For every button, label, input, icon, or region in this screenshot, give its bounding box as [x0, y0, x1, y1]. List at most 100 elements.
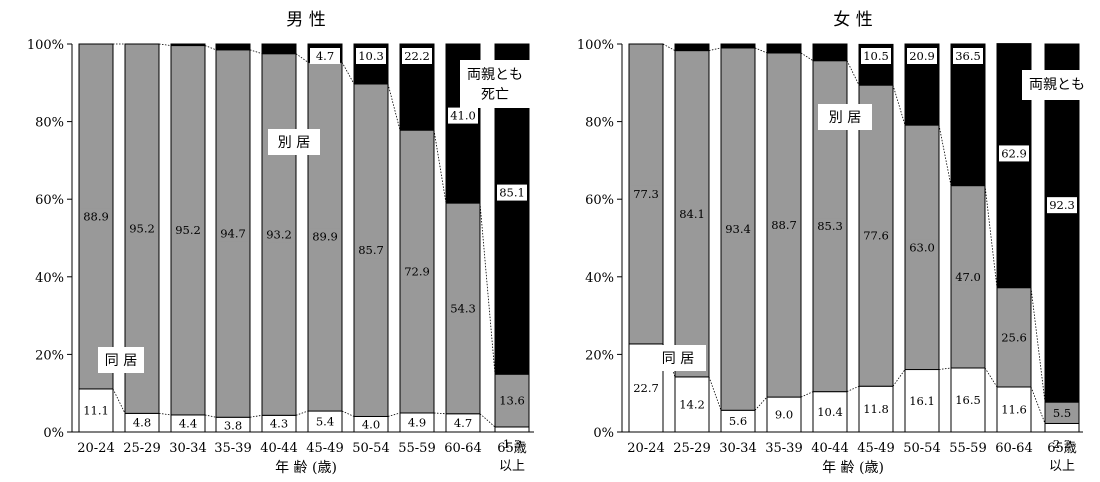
- value-label-bg: [907, 48, 937, 64]
- value-label-bg: [815, 218, 845, 235]
- bar-segment-same: [494, 426, 530, 433]
- value-label-dead: 10.5: [863, 49, 889, 63]
- value-label-same: 4.8: [133, 416, 151, 430]
- connector-line: [984, 367, 998, 388]
- value-label-sep: 72.9: [404, 265, 430, 279]
- bar-segment-dead: [720, 43, 756, 49]
- connector-line: [479, 203, 496, 375]
- value-label-same: 9.0: [775, 408, 793, 422]
- value-label-same: 1.3: [503, 437, 521, 451]
- region-label-sep: 別 居: [278, 135, 310, 151]
- connector-line: [295, 53, 309, 63]
- chart-title: 女 性: [833, 10, 872, 30]
- connector-line: [1030, 386, 1046, 424]
- y-tick-label: 40%: [585, 271, 614, 286]
- x-tick-label: 35-39: [765, 441, 802, 456]
- bar-segment-dead: [1044, 43, 1080, 403]
- bar-segment-same: [950, 367, 986, 433]
- y-tick-label: 20%: [585, 348, 614, 363]
- x-tick-label: 25-29: [123, 441, 160, 456]
- connector-line: [433, 130, 447, 204]
- value-label-bg: [448, 300, 478, 317]
- bar-segment-dead: [996, 43, 1032, 289]
- y-tick-label: 0%: [593, 426, 614, 441]
- x-tick-label: 55-59: [398, 441, 435, 456]
- x-tick-label: 60-64: [444, 441, 481, 456]
- x-tick-label: 55-59: [949, 441, 986, 456]
- bar-segment-dead: [674, 43, 710, 52]
- value-label-bg: [907, 239, 937, 256]
- value-label-bg: [677, 205, 707, 222]
- connector-line: [846, 60, 860, 86]
- value-label-bg: [81, 208, 111, 225]
- y-tick-label: 40%: [35, 271, 64, 286]
- x-tick-label-line2: 以上: [1049, 459, 1075, 474]
- value-label-bg: [953, 48, 983, 64]
- x-axis-title: 年 齢 (歳): [822, 460, 884, 476]
- value-label-same: 11.8: [863, 402, 889, 416]
- value-label-bg: [356, 48, 386, 64]
- x-tick-label: 25-29: [673, 441, 710, 456]
- x-tick-label: 40-44: [260, 441, 297, 456]
- x-tick-label: 30-34: [169, 441, 206, 456]
- value-label-dead: 4.7: [316, 49, 334, 63]
- value-label-same: 16.1: [909, 394, 935, 408]
- value-label-bg: [631, 185, 661, 202]
- x-tick-label: 50-54: [903, 441, 940, 456]
- connector-line: [249, 414, 263, 418]
- connector-line: [341, 410, 355, 417]
- x-tick-label-line2: 以上: [499, 459, 525, 474]
- region-label-same: 同 居: [105, 353, 137, 369]
- value-label-sep: 5.5: [1053, 406, 1071, 420]
- y-tick-label: 20%: [35, 348, 64, 363]
- x-tick-label: 50-54: [352, 441, 389, 456]
- connector-line: [708, 376, 722, 411]
- y-tick-label: 80%: [585, 116, 614, 131]
- connector-line: [800, 52, 814, 62]
- value-label-bg: [723, 221, 753, 238]
- value-label-bg: [1047, 404, 1077, 421]
- value-label-bg: [861, 48, 891, 64]
- value-label-bg: [218, 225, 248, 242]
- connector-line: [249, 49, 263, 55]
- connector-line: [1030, 287, 1046, 403]
- x-tick-label: 65歳: [497, 441, 527, 456]
- connector-line: [708, 47, 722, 51]
- connector-line: [204, 45, 217, 51]
- value-label-sep: 95.2: [175, 223, 201, 237]
- x-tick-label: 20-24: [77, 441, 114, 456]
- value-label-bg: [356, 242, 386, 259]
- bar-segment-dead: [261, 43, 297, 55]
- value-label-same: 11.1: [83, 403, 109, 417]
- connector-line: [846, 385, 860, 393]
- region-label-bg: [98, 347, 144, 373]
- value-label-bg: [953, 268, 983, 285]
- region-label-bg: [268, 129, 320, 155]
- connector-line: [754, 396, 768, 411]
- value-label-sep: 94.7: [220, 227, 246, 241]
- value-label-same: 10.4: [817, 405, 843, 419]
- x-tick-label: 35-39: [214, 441, 251, 456]
- chart-panel-female: 女 性 0% 20% 40% 60% 80% 100% 22.7 77.3 14.2 84.1 5.6…: [577, 10, 1092, 476]
- value-label-sep: 13.6: [499, 394, 525, 408]
- x-tick-label: 20-24: [627, 441, 664, 456]
- connector-line: [341, 62, 355, 85]
- value-label-same: 22.7: [633, 381, 659, 395]
- value-label-sep: 63.0: [909, 240, 935, 254]
- y-tick-label: 0%: [43, 426, 64, 441]
- value-label-bg: [402, 263, 432, 280]
- value-label-dead: 10.3: [358, 49, 384, 63]
- value-label-sep: 77.3: [633, 187, 659, 201]
- value-label-bg: [999, 145, 1029, 162]
- connector-line: [800, 391, 814, 398]
- value-label-bg: [497, 392, 527, 409]
- connector-line: [204, 414, 217, 418]
- value-label-dead: 22.2: [404, 49, 430, 63]
- value-label-sep: 54.3: [450, 301, 476, 315]
- x-tick-label: 60-64: [995, 441, 1032, 456]
- bar-segment-dead: [215, 43, 251, 51]
- value-label-bg: [310, 48, 340, 64]
- value-label-bg: [769, 217, 799, 234]
- x-tick-label: 40-44: [811, 441, 848, 456]
